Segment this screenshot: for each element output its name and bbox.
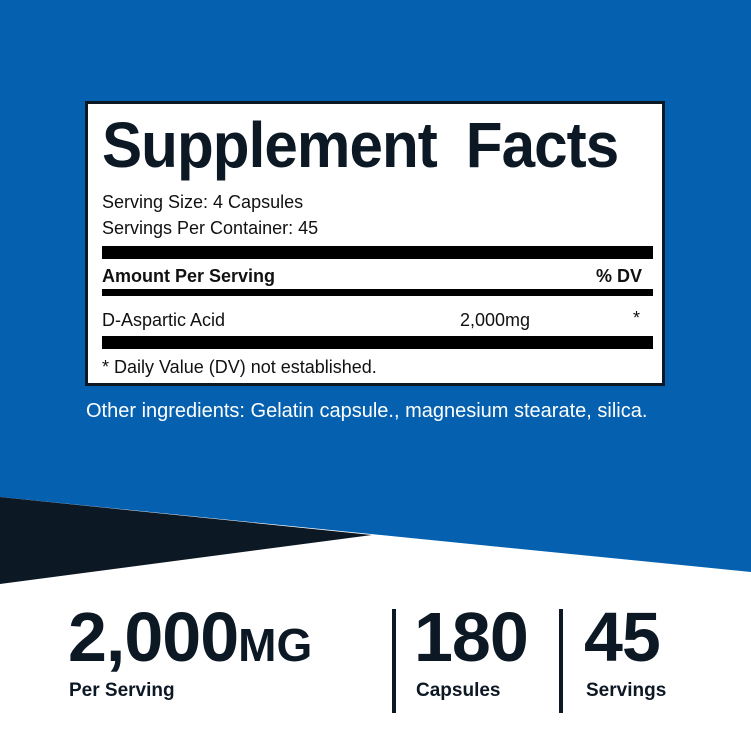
other-ingredients: Other ingredients: Gelatin capsule., mag… <box>86 400 648 422</box>
stat-value: 180 <box>414 598 529 676</box>
stat-unit: MG <box>238 619 313 671</box>
serving-size: Serving Size: 4 Capsules <box>102 192 304 212</box>
ingredient-name: D-Aspartic Acid <box>102 310 226 330</box>
footnote: * Daily Value (DV) not established. <box>102 357 377 377</box>
stat-divider <box>392 609 396 713</box>
ingredient-dv: * <box>632 308 640 328</box>
stat-label: Servings <box>586 680 667 701</box>
stat-value: 45 <box>584 598 661 676</box>
panel-title: Supplement Facts <box>102 109 619 181</box>
divider-thick <box>102 246 653 259</box>
servings-per-container: Servings Per Container: 45 <box>102 218 319 238</box>
stat-label: Capsules <box>416 680 501 701</box>
dark-triangle <box>0 497 372 584</box>
divider-thick <box>102 336 653 349</box>
supplement-facts-panel: Supplement Facts Serving Size: 4 Capsule… <box>85 101 665 386</box>
header-dv: % DV <box>595 266 642 286</box>
divider-medium <box>102 289 653 296</box>
header-amount: Amount Per Serving <box>102 266 276 286</box>
stat-divider <box>559 609 563 713</box>
stat-value: 2,000 <box>68 598 239 676</box>
stat-label: Per Serving <box>69 680 175 701</box>
ingredient-amount: 2,000mg <box>460 310 531 330</box>
